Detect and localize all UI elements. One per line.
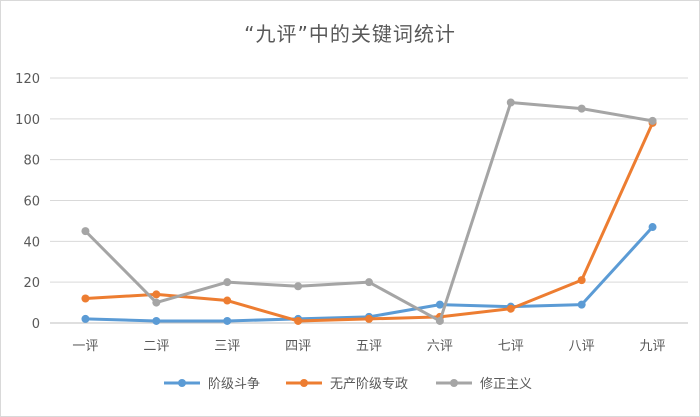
y-tick-label: 40 (23, 235, 40, 250)
y-tick-label: 20 (23, 276, 40, 291)
legend-label: 修正主义 (480, 377, 532, 392)
data-point (577, 276, 586, 285)
legend-label: 阶级斗争 (208, 377, 260, 392)
x-tick-label: 八评 (569, 339, 595, 354)
data-point (506, 304, 515, 313)
series-group (81, 98, 657, 325)
legend-swatch-marker (450, 379, 458, 387)
data-point (435, 316, 444, 325)
data-point (152, 290, 161, 299)
data-point (648, 116, 657, 125)
data-point (435, 300, 444, 309)
x-tick-label: 四评 (285, 339, 311, 354)
legend-swatch-marker (300, 379, 308, 387)
chart-title: “九评”中的关键词统计 (244, 22, 456, 46)
series-line (83, 121, 655, 323)
data-point (223, 278, 232, 287)
series-3 (81, 98, 657, 325)
data-point (81, 314, 90, 323)
data-point (81, 294, 90, 303)
data-point (365, 278, 373, 287)
data-point (365, 314, 373, 323)
legend-item: 修正主义 (436, 377, 532, 392)
x-axis: 一评 二评 三评 四评 五评 六评 七评 八评 九评 (72, 339, 665, 354)
legend: 阶级斗争 无产阶级专政 修正主义 (164, 377, 532, 392)
legend-swatch-marker (178, 379, 186, 387)
y-tick-label: 120 (15, 72, 40, 87)
y-tick-label: 0 (32, 317, 40, 332)
data-point (294, 282, 303, 291)
data-point (81, 227, 90, 236)
legend-item: 无产阶级专政 (286, 377, 408, 392)
data-point (294, 316, 303, 325)
data-point (223, 316, 232, 325)
y-axis: 0 20 40 60 80 100 120 (15, 72, 40, 332)
data-point (152, 316, 161, 325)
x-tick-label: 一评 (72, 339, 98, 354)
x-tick-label: 五评 (356, 339, 382, 354)
y-tick-label: 100 (15, 113, 40, 128)
data-point (506, 98, 515, 107)
data-point (648, 223, 657, 232)
x-tick-label: 七评 (498, 339, 524, 354)
x-tick-label: 九评 (640, 339, 666, 354)
series-line (83, 101, 655, 323)
y-tick-label: 60 (23, 195, 40, 210)
data-point (152, 298, 161, 307)
x-tick-label: 三评 (214, 339, 240, 354)
x-tick-label: 二评 (143, 339, 169, 354)
gridlines (50, 77, 688, 324)
series-2 (81, 118, 657, 325)
data-point (577, 300, 586, 309)
legend-label: 无产阶级专政 (330, 377, 408, 392)
data-point (223, 296, 232, 305)
series-1 (81, 223, 657, 325)
x-tick-label: 六评 (427, 339, 453, 354)
y-tick-label: 80 (23, 154, 40, 169)
legend-item: 阶级斗争 (164, 377, 260, 392)
data-point (577, 104, 586, 113)
